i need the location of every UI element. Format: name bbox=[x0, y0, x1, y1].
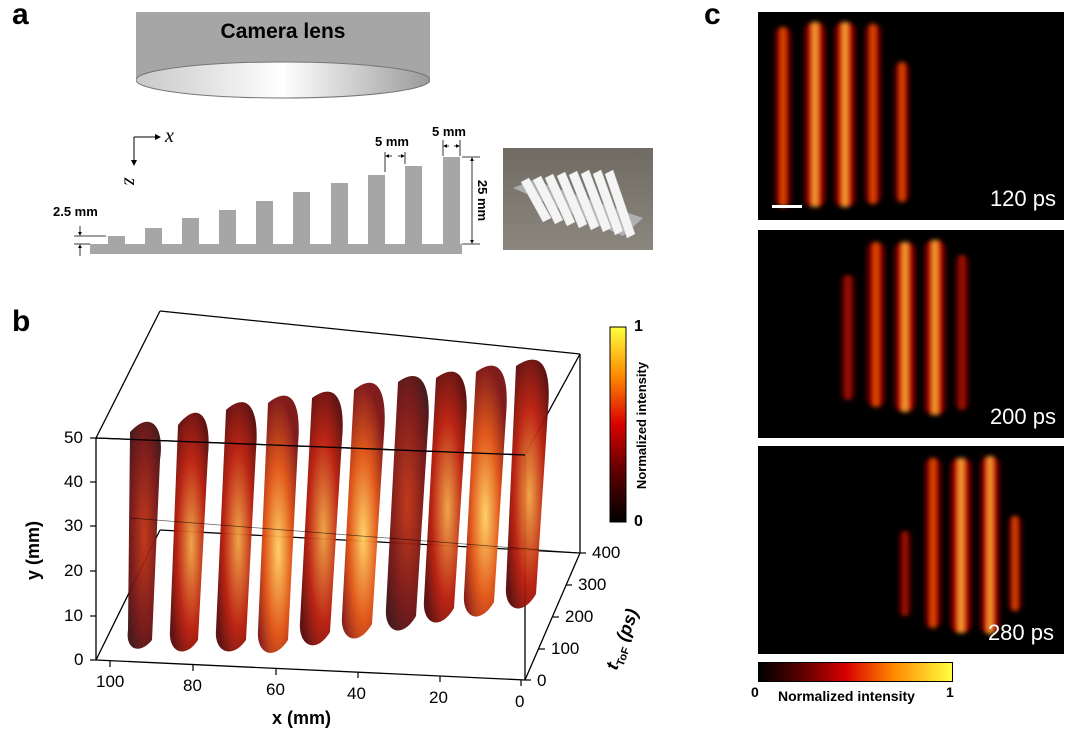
t-tick-300: 300 bbox=[578, 575, 607, 594]
t-tick-0: 0 bbox=[537, 671, 547, 690]
frame-280ps: 280 ps bbox=[758, 446, 1064, 654]
colorbar-c-title: Normalized intensity bbox=[778, 688, 915, 704]
colorbar-c-max: 1 bbox=[946, 684, 954, 700]
dim-bar-width: 5 mm bbox=[432, 124, 466, 139]
t-tick-200: 200 bbox=[565, 607, 594, 626]
sample-photo bbox=[503, 148, 653, 250]
colorbar-b-title: Normalized intensity bbox=[634, 361, 650, 490]
frame-200ps-image bbox=[840, 240, 970, 415]
colorbar-c bbox=[758, 662, 953, 682]
x-tick-40: 40 bbox=[347, 684, 366, 703]
frame-120ps-time: 120 ps bbox=[989, 186, 1056, 211]
x-tick-100: 100 bbox=[96, 672, 125, 691]
dim-gap: 5 mm bbox=[375, 134, 409, 149]
frame-120ps-image bbox=[772, 22, 910, 208]
y-tick-10: 10 bbox=[64, 606, 83, 625]
y-tick-20: 20 bbox=[64, 561, 83, 580]
t-tick-400: 400 bbox=[592, 543, 621, 562]
camera-lens-label: Camera lens bbox=[220, 20, 346, 43]
axis-x-label: x bbox=[165, 125, 174, 147]
x-axis-title: x (mm) bbox=[272, 708, 332, 728]
x-tick-80: 80 bbox=[183, 676, 202, 695]
colorbar-b-min: 0 bbox=[634, 513, 643, 530]
t-axis-title: tToF (ps) bbox=[602, 606, 646, 674]
x-tick-20: 20 bbox=[429, 688, 448, 707]
colorbar-b-max: 1 bbox=[634, 318, 643, 335]
colorbar-c-min: 0 bbox=[751, 684, 759, 700]
frame-280ps-image bbox=[898, 456, 1022, 634]
y-tick-50: 50 bbox=[64, 428, 83, 447]
panel-c-letter: c bbox=[704, 0, 721, 31]
dim-total-height: 25 mm bbox=[475, 179, 491, 222]
panel-a-letter: a bbox=[12, 0, 29, 31]
frame-120ps: 120 ps bbox=[758, 12, 1064, 220]
dim-step-height: 2.5 mm bbox=[53, 204, 98, 219]
y-tick-40: 40 bbox=[64, 472, 83, 491]
frame-200ps-time: 200 ps bbox=[989, 404, 1056, 429]
x-tick-60: 60 bbox=[266, 680, 285, 699]
axis-z-label: z bbox=[119, 177, 142, 186]
y-axis-title: y (mm) bbox=[23, 520, 44, 581]
sample-photo-drawing bbox=[503, 148, 653, 250]
t-axis-subscript: ToF bbox=[614, 645, 633, 668]
camera-lens bbox=[136, 12, 430, 102]
scale-bar bbox=[772, 205, 802, 208]
y-tick-30: 30 bbox=[64, 516, 83, 535]
frame-200ps: 200 ps bbox=[758, 230, 1064, 438]
panel-b-letter: b bbox=[12, 305, 31, 338]
t-tick-100: 100 bbox=[551, 639, 580, 658]
frame-280ps-time: 280 ps bbox=[987, 620, 1054, 645]
y-tick-0: 0 bbox=[74, 650, 84, 669]
t-axis-unit: (ps) bbox=[610, 606, 643, 649]
x-tick-0: 0 bbox=[515, 692, 525, 711]
camera-lens-shape bbox=[136, 12, 430, 99]
